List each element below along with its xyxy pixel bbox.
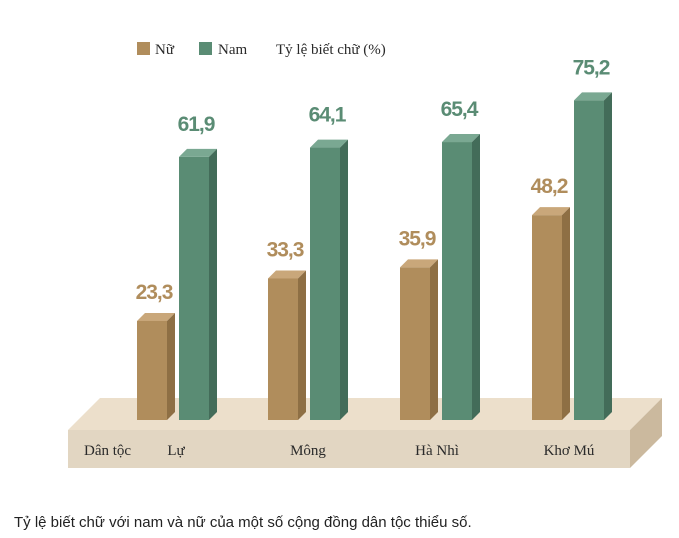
legend-swatch-female: [137, 42, 150, 55]
literacy-chart: Nữ Nam Tỷ lệ biết chữ (%) Dân tộc 23,3 61…: [68, 42, 662, 468]
bar-male-2-front: [442, 142, 472, 421]
bar-male-1-top: [310, 139, 348, 148]
bar-male-3-front: [574, 100, 604, 421]
bar-male-1-side: [340, 139, 348, 420]
category-label-3: Khơ Mú: [544, 443, 595, 459]
data-label-male-2: 65,4: [441, 98, 479, 121]
bar-female-2: [400, 259, 438, 420]
category-label-2: Hà Nhì: [415, 443, 459, 459]
bar-female-3-top: [532, 207, 570, 216]
data-label-male-3: 75,2: [573, 56, 610, 79]
bar-female-0: [137, 312, 175, 420]
bar-female-3: [532, 207, 570, 420]
bar-female-0-side: [167, 312, 175, 420]
bar-female-1-front: [268, 278, 298, 420]
value-labels-group: 23,3 61,9 33,3 64,1 35,9 65,4 48,2 75,2: [136, 56, 611, 304]
category-labels-group: Lự Mông Hà Nhì Khơ Mú: [167, 443, 595, 459]
legend-swatch-male: [199, 42, 212, 55]
bar-male-2-top: [442, 134, 480, 143]
bar-male-0-top: [179, 148, 217, 157]
figure-caption: Tỷ lệ biết chữ với nam và nữ của một số …: [14, 514, 472, 531]
bar-male-0-front: [179, 156, 209, 421]
bar-female-2-side: [430, 259, 438, 420]
bar-male-1-front: [310, 147, 340, 420]
bar-male-3-side: [604, 92, 612, 421]
base-side-face: [630, 398, 662, 468]
bar-female-1: [268, 270, 306, 420]
bars-group: [137, 92, 612, 421]
bar-female-2-top: [400, 259, 438, 268]
category-label-1: Mông: [290, 443, 326, 459]
bar-female-3-side: [562, 207, 570, 420]
bar-male-3-top: [574, 92, 612, 101]
data-label-female-2: 35,9: [399, 227, 436, 250]
data-label-male-0: 61,9: [178, 113, 215, 136]
bar-female-1-top: [268, 270, 306, 279]
bar-male-0: [179, 148, 217, 421]
base-front-face: [68, 430, 630, 468]
legend: Nữ Nam Tỷ lệ biết chữ (%): [137, 42, 386, 58]
data-label-female-0: 23,3: [136, 281, 173, 304]
bar-female-0-front: [137, 320, 167, 420]
bar-male-1: [310, 139, 348, 420]
data-label-female-3: 48,2: [531, 175, 568, 198]
legend-label-female: Nữ: [155, 42, 175, 58]
bar-male-3: [574, 92, 612, 421]
category-label-0: Lự: [167, 443, 185, 459]
legend-label-male: Nam: [218, 42, 247, 58]
data-label-female-1: 33,3: [267, 238, 304, 261]
category-axis-label: Dân tộc: [84, 443, 131, 459]
bar-female-1-side: [298, 270, 306, 420]
bar-female-0-top: [137, 312, 175, 321]
data-label-male-1: 64,1: [309, 104, 347, 127]
bar-male-0-side: [209, 148, 217, 421]
legend-title: Tỷ lệ biết chữ (%): [276, 42, 386, 58]
bar-female-2-front: [400, 267, 430, 420]
bar-female-3-front: [532, 215, 562, 420]
bar-male-2-side: [472, 134, 480, 421]
bar-male-2: [442, 134, 480, 421]
